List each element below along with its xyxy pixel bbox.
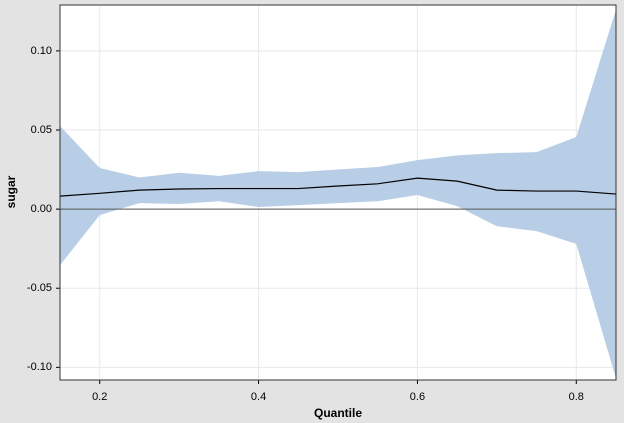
x-axis-title: Quantile	[314, 406, 362, 420]
plot-border	[59, 4, 617, 381]
y-tick-label: -0.05	[27, 282, 52, 294]
y-tick-label: -0.10	[27, 361, 52, 373]
confidence-band	[60, 9, 616, 379]
x-tick-label: 0.8	[569, 391, 584, 403]
y-axis-title: sugar	[4, 175, 18, 208]
y-tick-label: 0.05	[31, 124, 52, 136]
y-tick-label: 0.10	[31, 45, 52, 57]
x-tick-label: 0.4	[251, 391, 266, 403]
x-tick-label: 0.2	[92, 391, 107, 403]
estimate-line	[59, 177, 617, 197]
y-tick-label: 0.00	[31, 203, 52, 215]
x-tick-label: 0.6	[410, 391, 425, 403]
